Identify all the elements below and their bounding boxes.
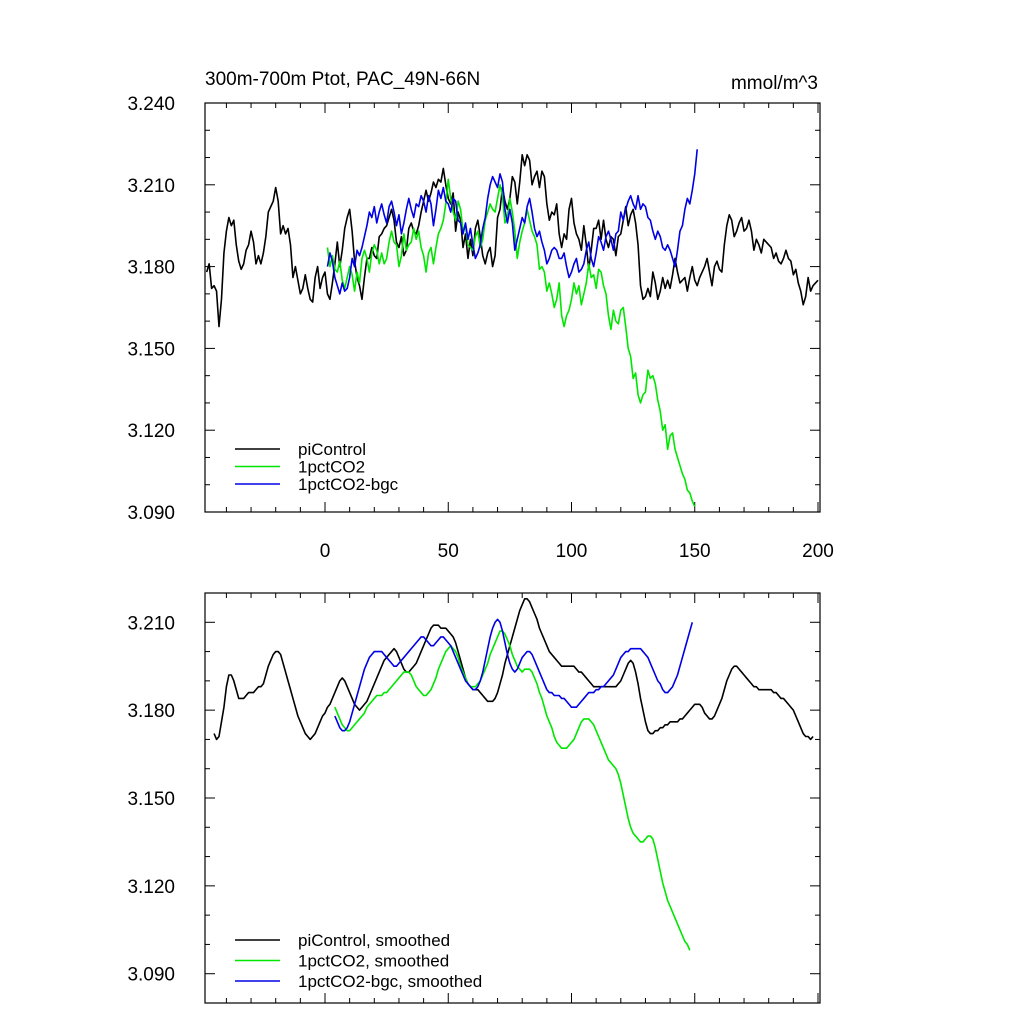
series-line-1pctco2 xyxy=(326,178,696,507)
y-tick-label: 3.180 xyxy=(127,701,175,722)
chart-panel-1: 3.090 3.120 3.150 3.180 3.210 3.240 0 50 100 150 2… xyxy=(127,69,833,562)
y-tick-label: 3.120 xyxy=(127,421,175,442)
x-tick-label: 200 xyxy=(802,541,834,562)
legend-label: 1pctCO2-bgc xyxy=(298,475,399,494)
y-tick-label: 3.180 xyxy=(127,258,175,279)
x-tick-label: 150 xyxy=(679,541,711,562)
series-line-1pctco2-bgc-smoothed xyxy=(334,618,694,732)
chart-title: 300m-700m Ptot, PAC_49N-66N xyxy=(205,69,480,90)
y-tick-label: 3.150 xyxy=(127,789,175,810)
plot-frame xyxy=(204,102,821,513)
chart-panel-2: 3.090 3.120 3.150 3.180 3.210 piControl, smoo… xyxy=(127,592,821,1004)
series-line-picontrol-smoothed xyxy=(213,598,814,741)
y-tick-label: 3.120 xyxy=(127,877,175,898)
legend-label: piControl, smoothed xyxy=(298,931,450,950)
series-line-1pctco2-smoothed xyxy=(334,630,691,951)
y-tick-label: 3.090 xyxy=(127,965,175,986)
legend-label: piControl xyxy=(298,440,366,459)
y-tick-label: 3.210 xyxy=(127,176,175,197)
y-tick-label: 3.240 xyxy=(127,94,175,115)
x-tick-label: 50 xyxy=(438,541,459,562)
series-line-1pctco2-bgc xyxy=(326,149,699,295)
y-tick-label: 3.210 xyxy=(127,613,175,634)
units-label: mmol/m^3 xyxy=(731,73,818,94)
legend-label: 1pctCO2 xyxy=(298,458,365,477)
series-line-picontrol xyxy=(205,154,819,328)
y-tick-label: 3.090 xyxy=(127,503,175,524)
y-tick-label: 3.150 xyxy=(127,339,175,360)
x-tick-label: 100 xyxy=(556,541,588,562)
legend-label: 1pctCO2-bgc, smoothed xyxy=(298,972,482,991)
legend-label: 1pctCO2, smoothed xyxy=(298,952,449,971)
x-tick-label: 0 xyxy=(320,541,331,562)
